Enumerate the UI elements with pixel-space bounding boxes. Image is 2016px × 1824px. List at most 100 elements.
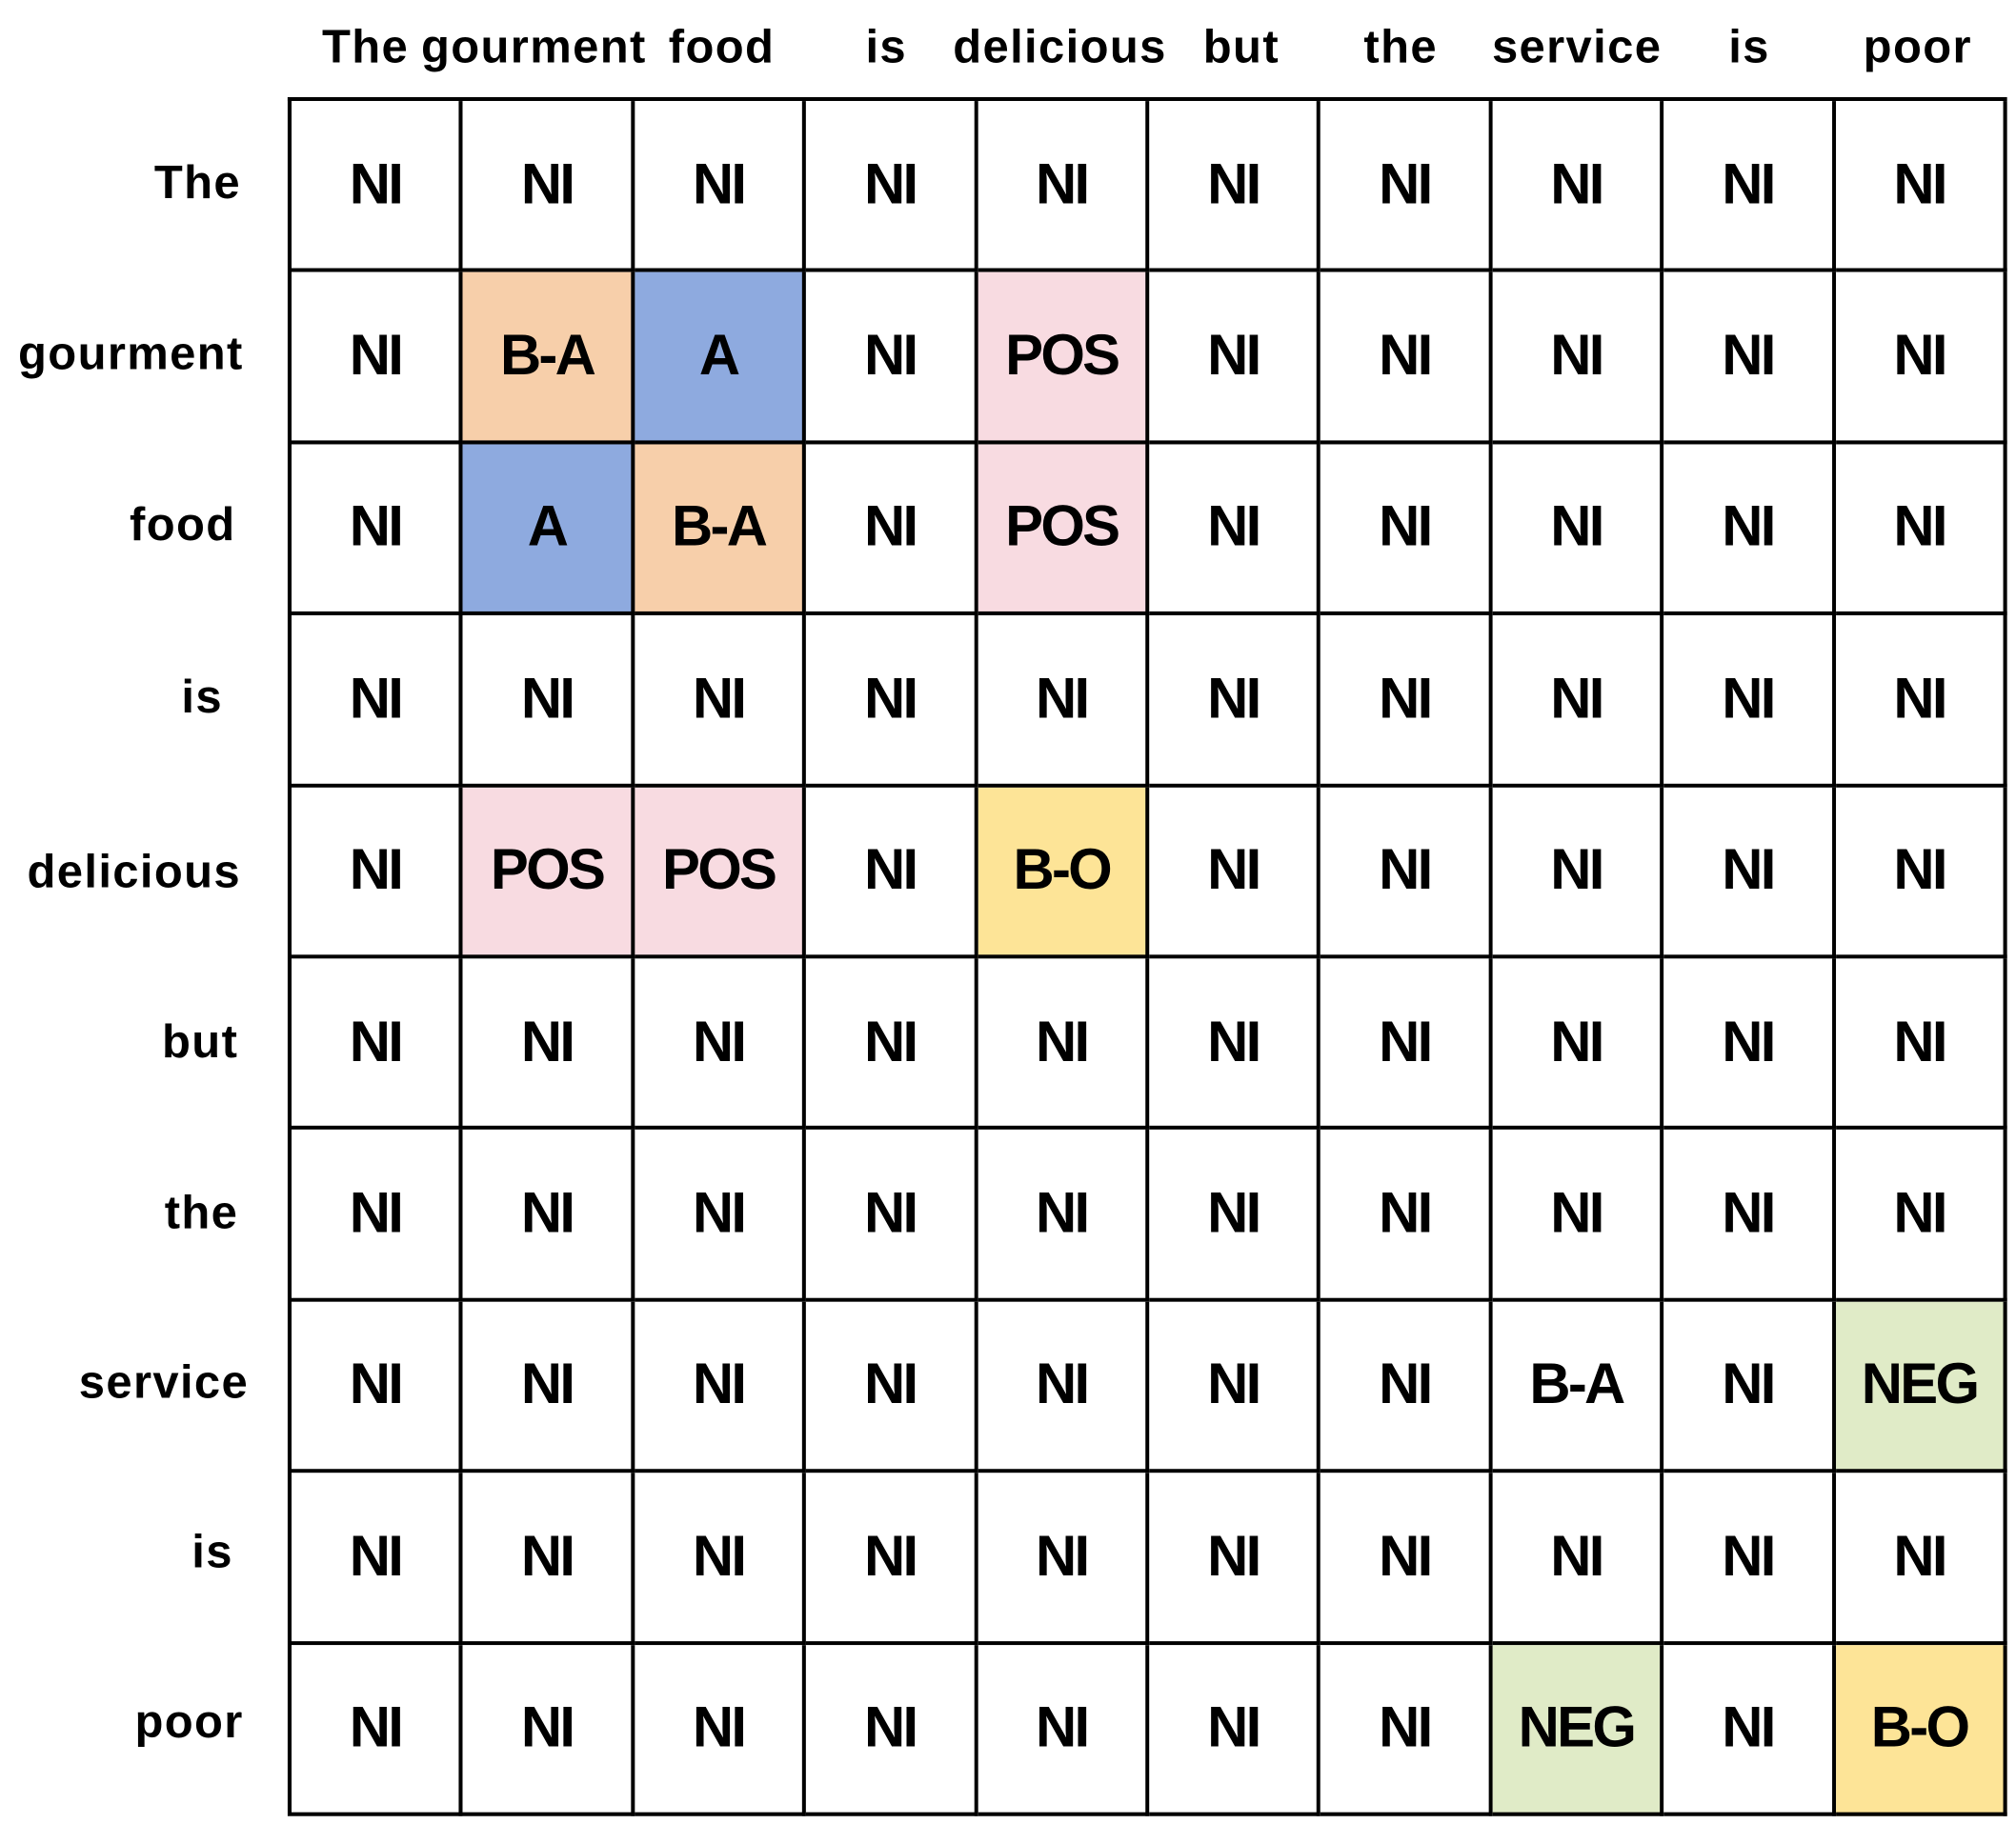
matrix-cell-r0-c1: NI [463,101,635,273]
matrix-cell-r2-c9: NI [1835,444,2007,616]
matrix-cell-r9-c2: NI [635,1644,807,1816]
matrix-cell-r7-c4: NI [978,1301,1150,1473]
matrix-cell-r7-c7: B-A [1492,1301,1664,1473]
matrix-cell-r4-c8: NI [1663,787,1836,959]
matrix-cell-r5-c2: NI [635,958,807,1131]
matrix-cell-r9-c9: B-O [1835,1644,2007,1816]
row-label-but: but [162,1013,239,1068]
matrix-cell-r5-c4: NI [978,958,1150,1131]
matrix-cell-r2-c6: NI [1320,444,1493,616]
matrix-cell-r5-c8: NI [1663,958,1836,1131]
matrix-cell-r1-c2: A [635,272,807,445]
row-label-food: food [130,497,236,551]
matrix-cell-r8-c9: NI [1835,1473,2007,1645]
matrix-cell-r3-c3: NI [806,615,978,788]
matrix-cell-r1-c3: NI [806,272,978,445]
matrix-cell-r3-c4: NI [978,615,1150,788]
matrix-cell-r4-c0: NI [292,787,464,959]
matrix-cell-r0-c2: NI [635,101,807,273]
matrix-cell-r3-c8: NI [1663,615,1836,788]
matrix-cell-r2-c4: POS [978,444,1150,616]
matrix-cell-r8-c3: NI [806,1473,978,1645]
matrix-cell-r7-c2: NI [635,1301,807,1473]
matrix-cell-r1-c8: NI [1663,272,1836,445]
matrix-cell-r1-c7: NI [1492,272,1664,445]
matrix-cell-r6-c3: NI [806,1130,978,1302]
matrix-cell-r0-c3: NI [806,101,978,273]
matrix-cell-r3-c2: NI [635,615,807,788]
matrix-cell-r8-c4: NI [978,1473,1150,1645]
matrix-cell-r7-c0: NI [292,1301,464,1473]
matrix-cell-r1-c4: POS [978,272,1150,445]
matrix-cell-r1-c1: B-A [463,272,635,445]
matrix-cell-r8-c0: NI [292,1473,464,1645]
matrix-cell-r2-c1: A [463,444,635,616]
matrix-cell-r2-c5: NI [1149,444,1321,616]
matrix-cell-r6-c4: NI [978,1130,1150,1302]
matrix-cell-r7-c9: NEG [1835,1301,2007,1473]
matrix-cell-r4-c1: POS [463,787,635,959]
matrix-cell-r4-c2: POS [635,787,807,959]
matrix-cell-r8-c5: NI [1149,1473,1321,1645]
matrix-cell-r0-c6: NI [1320,101,1493,273]
matrix-cell-r4-c5: NI [1149,787,1321,959]
matrix-cell-r0-c4: NI [978,101,1150,273]
row-label-delicious: delicious [27,844,241,898]
row-label-is-second: is [192,1524,233,1578]
matrix-cell-r7-c5: NI [1149,1301,1321,1473]
matrix-cell-r2-c7: NI [1492,444,1664,616]
matrix-cell-r9-c7: NEG [1492,1644,1664,1816]
row-label-service: service [78,1354,250,1409]
matrix-cell-r2-c0: NI [292,444,464,616]
row-label-gourment: gourment [18,326,244,380]
matrix-cell-r5-c5: NI [1149,958,1321,1131]
matrix-cell-r7-c6: NI [1320,1301,1493,1473]
matrix-cell-r8-c7: NI [1492,1473,1664,1645]
matrix-cell-r3-c0: NI [292,615,464,788]
matrix-cell-r4-c9: NI [1835,787,2007,959]
matrix-cell-r7-c1: NI [463,1301,635,1473]
matrix-cell-r7-c3: NI [806,1301,978,1473]
matrix-cell-r0-c8: NI [1663,101,1836,273]
column-label-is-second: is [1728,19,1770,73]
row-label-poor: poor [134,1694,244,1748]
matrix-cell-r8-c6: NI [1320,1473,1493,1645]
matrix-cell-r9-c8: NI [1663,1644,1836,1816]
matrix-cell-r6-c2: NI [635,1130,807,1302]
matrix-cell-r3-c1: NI [463,615,635,788]
matrix-cell-r2-c2: B-A [635,444,807,616]
tag-matrix: NI NI NI NI NI NI NI NI NI NI NI B-A A NI POS NI NI NI NI N… [287,97,2007,1816]
matrix-cell-r2-c3: NI [806,444,978,616]
matrix-cell-r9-c5: NI [1149,1644,1321,1816]
column-label-the-lowercase: the [1363,19,1438,73]
matrix-cell-r1-c6: NI [1320,272,1493,445]
matrix-cell-r6-c5: NI [1149,1130,1321,1302]
matrix-cell-r6-c9: NI [1835,1130,2007,1302]
column-label-service: service [1491,19,1663,73]
matrix-cell-r7-c8: NI [1663,1301,1836,1473]
matrix-cell-r0-c7: NI [1492,101,1664,273]
matrix-cell-r9-c0: NI [292,1644,464,1816]
matrix-cell-r3-c7: NI [1492,615,1664,788]
column-label-delicious: delicious [953,19,1167,73]
matrix-cell-r5-c3: NI [806,958,978,1131]
matrix-cell-r5-c9: NI [1835,958,2007,1131]
matrix-cell-r0-c5: NI [1149,101,1321,273]
row-label-the: The [153,155,241,209]
matrix-cell-r1-c5: NI [1149,272,1321,445]
matrix-cell-r5-c0: NI [292,958,464,1131]
column-label-gourment: gourment [421,19,647,73]
matrix-cell-r5-c1: NI [463,958,635,1131]
row-label-the-lowercase: the [164,1185,239,1239]
matrix-cell-r9-c1: NI [463,1644,635,1816]
matrix-cell-r1-c9: NI [1835,272,2007,445]
column-label-the: The [321,19,410,73]
matrix-cell-r4-c6: NI [1320,787,1493,959]
matrix-cell-r0-c0: NI [292,101,464,273]
matrix-cell-r0-c9: NI [1835,101,2007,273]
matrix-cell-r2-c8: NI [1663,444,1836,616]
matrix-cell-r6-c8: NI [1663,1130,1836,1302]
column-label-but: but [1202,19,1280,73]
matrix-cell-r5-c7: NI [1492,958,1664,1131]
